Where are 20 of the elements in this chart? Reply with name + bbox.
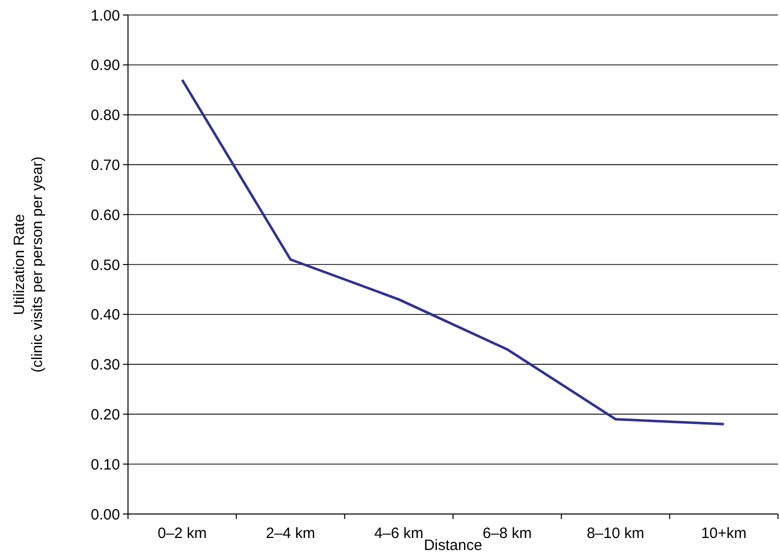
x-tick-label: 10+km [701,525,747,542]
y-tick-label: 0.10 [90,456,120,474]
x-tick-label: 8–10 km [586,525,644,542]
y-tick-label: 0.40 [90,306,120,324]
x-tick-label: 6–8 km [482,525,532,542]
x-axis-title: Distance [424,537,482,554]
y-tick-label: 1.00 [90,7,120,24]
y-tick-label: 0.90 [90,57,120,74]
line-series [180,78,726,426]
x-tick-label: 4–6 km [374,525,424,542]
y-tick-label: 0.80 [90,107,120,124]
y-tick-label: 0.00 [90,506,120,524]
y-tick-label: 0.30 [90,356,120,374]
y-tick-label: 0.60 [90,206,120,224]
x-tick-label: 0–2 km [158,525,207,542]
y-tick-label: 0.70 [90,156,120,174]
y-tick-label: 0.20 [90,406,120,424]
y-axis-title: Utilization Rate (clinic visits per person per year) [11,156,46,372]
y-tick-label: 0.50 [90,256,120,274]
x-tick-label: 2–4 km [266,525,316,542]
